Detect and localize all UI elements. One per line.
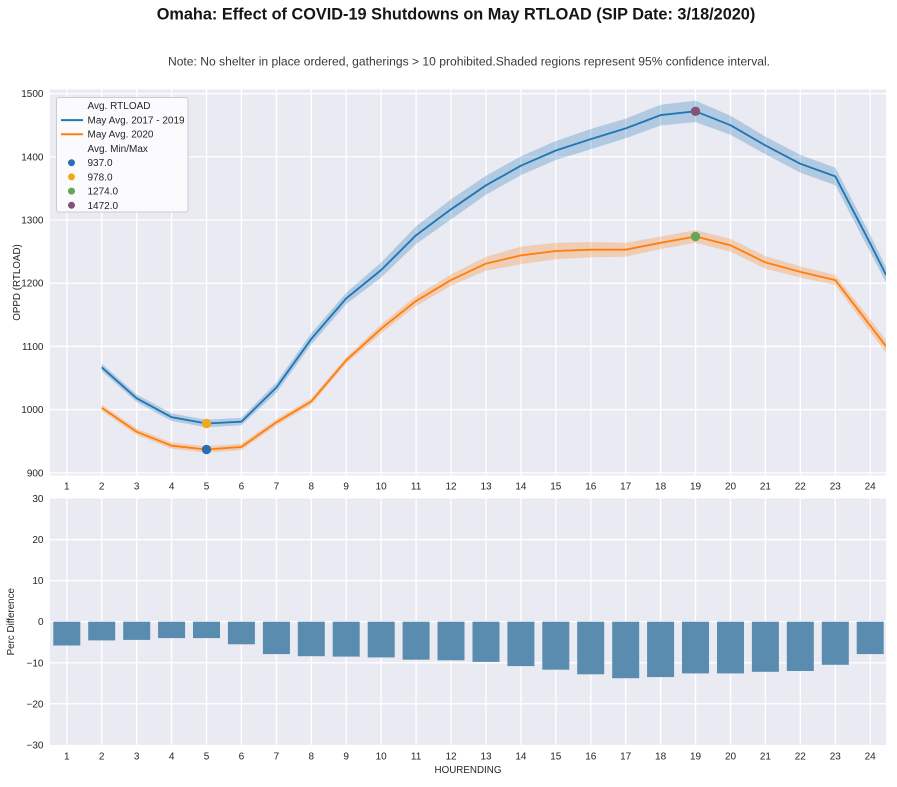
svg-text:May Avg. 2017 - 2019: May Avg. 2017 - 2019 (88, 116, 186, 127)
svg-text:4: 4 (169, 752, 175, 763)
svg-text:Perc Difference: Perc Difference (6, 587, 17, 655)
svg-text:5: 5 (204, 752, 210, 763)
svg-text:4: 4 (169, 481, 175, 492)
svg-text:17: 17 (620, 481, 632, 492)
svg-text:20: 20 (725, 752, 737, 763)
svg-text:10: 10 (376, 752, 388, 763)
svg-text:10: 10 (376, 481, 388, 492)
svg-text:8: 8 (309, 752, 315, 763)
svg-text:19: 19 (690, 481, 702, 492)
svg-text:1500: 1500 (21, 89, 44, 100)
svg-text:6: 6 (239, 752, 245, 763)
svg-text:1274.0: 1274.0 (88, 187, 119, 198)
svg-text:20: 20 (725, 481, 737, 492)
svg-text:15: 15 (550, 752, 562, 763)
svg-text:16: 16 (585, 752, 597, 763)
svg-text:1472.0: 1472.0 (88, 201, 119, 212)
svg-text:−20: −20 (27, 699, 44, 710)
svg-text:Avg. Min/Max: Avg. Min/Max (88, 144, 148, 155)
svg-text:Note: No shelter in place orde: Note: No shelter in place ordered, gathe… (168, 55, 770, 69)
svg-text:Avg. RTLOAD: Avg. RTLOAD (88, 101, 151, 112)
svg-text:12: 12 (445, 752, 457, 763)
svg-text:1000: 1000 (21, 405, 44, 416)
svg-text:May Avg. 2020: May Avg. 2020 (88, 130, 154, 141)
svg-text:21: 21 (760, 481, 772, 492)
svg-text:18: 18 (655, 752, 667, 763)
svg-text:3: 3 (134, 752, 140, 763)
svg-text:18: 18 (655, 481, 667, 492)
svg-text:8: 8 (309, 481, 315, 492)
svg-text:OPPD (RTLOAD): OPPD (RTLOAD) (12, 244, 23, 321)
svg-text:900: 900 (27, 468, 44, 479)
svg-text:1: 1 (64, 481, 70, 492)
svg-text:23: 23 (830, 752, 842, 763)
svg-text:30: 30 (32, 494, 44, 505)
svg-text:−30: −30 (27, 740, 44, 751)
svg-text:−10: −10 (27, 658, 44, 669)
svg-text:19: 19 (690, 752, 702, 763)
svg-text:14: 14 (515, 481, 527, 492)
svg-text:1200: 1200 (21, 279, 44, 290)
svg-text:16: 16 (585, 481, 597, 492)
svg-text:22: 22 (795, 752, 807, 763)
svg-text:24: 24 (865, 481, 877, 492)
svg-text:7: 7 (274, 752, 280, 763)
svg-text:3: 3 (134, 481, 140, 492)
svg-text:17: 17 (620, 752, 632, 763)
svg-text:24: 24 (865, 752, 877, 763)
svg-text:7: 7 (274, 481, 280, 492)
svg-text:13: 13 (480, 752, 492, 763)
svg-text:0: 0 (38, 617, 44, 628)
svg-text:20: 20 (32, 535, 44, 546)
svg-text:13: 13 (480, 481, 492, 492)
svg-text:11: 11 (411, 752, 422, 763)
svg-text:12: 12 (445, 481, 457, 492)
svg-text:15: 15 (550, 481, 562, 492)
svg-text:14: 14 (515, 752, 527, 763)
svg-text:10: 10 (32, 576, 44, 587)
svg-text:6: 6 (239, 481, 245, 492)
svg-text:1100: 1100 (22, 342, 44, 353)
svg-text:2: 2 (99, 481, 105, 492)
svg-text:5: 5 (204, 481, 210, 492)
svg-text:Omaha: Effect of COVID-19 Shut: Omaha: Effect of COVID-19 Shutdowns on M… (157, 6, 756, 24)
svg-text:1400: 1400 (21, 152, 44, 163)
svg-text:23: 23 (830, 481, 842, 492)
svg-text:2: 2 (99, 752, 105, 763)
svg-text:1300: 1300 (21, 216, 44, 227)
svg-text:11: 11 (411, 481, 422, 492)
svg-text:978.0: 978.0 (88, 172, 113, 183)
svg-text:9: 9 (343, 481, 349, 492)
svg-text:937.0: 937.0 (88, 158, 113, 169)
svg-text:HOURENDING: HOURENDING (435, 765, 502, 776)
svg-text:22: 22 (795, 481, 807, 492)
svg-text:9: 9 (343, 752, 349, 763)
svg-text:1: 1 (64, 752, 70, 763)
svg-text:21: 21 (760, 752, 772, 763)
